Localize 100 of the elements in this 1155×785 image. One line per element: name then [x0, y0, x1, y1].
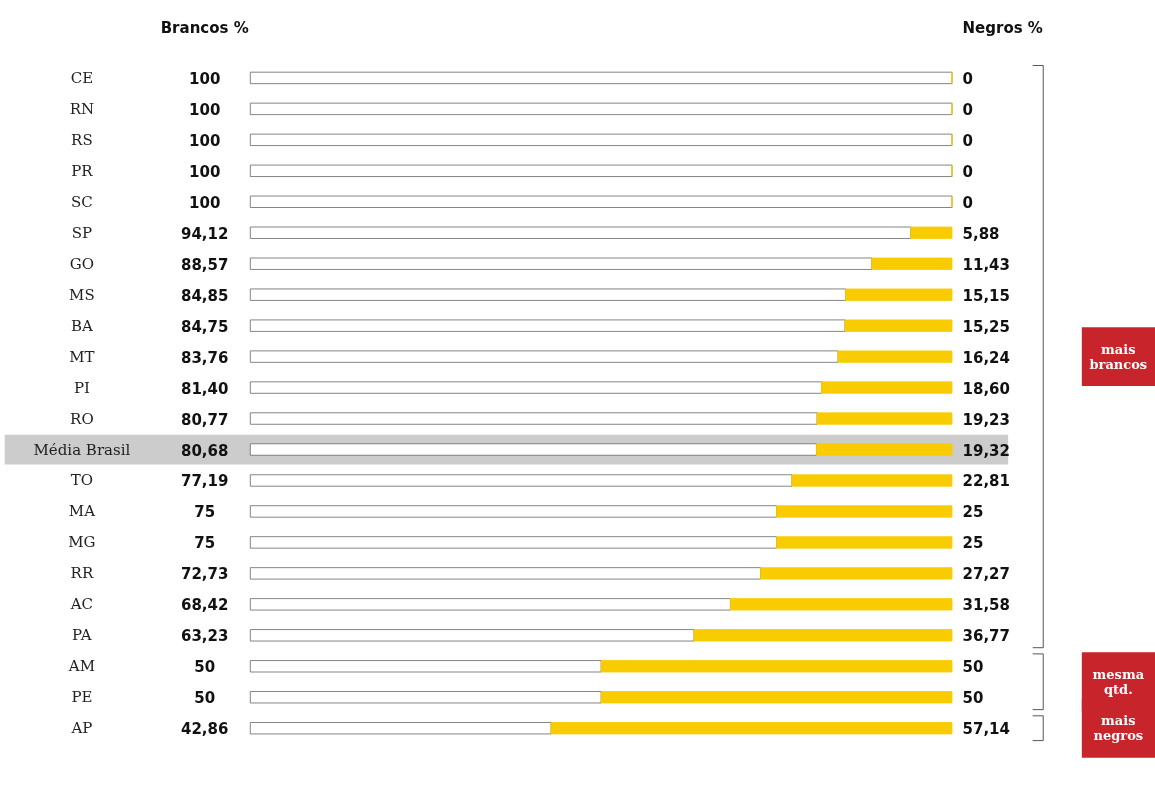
y-tick-label: AM	[67, 657, 95, 676]
bar	[249, 381, 822, 394]
data-label: 88,57	[180, 255, 229, 274]
y-tick-label: AC	[69, 595, 94, 614]
data-label: 80,68	[180, 441, 229, 460]
data-label: 19,23	[962, 410, 1010, 429]
bar	[249, 598, 731, 611]
data-label: 50	[962, 658, 984, 677]
bar	[871, 257, 953, 270]
data-label: 27,27	[962, 565, 1010, 584]
data-label: 68,42	[180, 596, 229, 615]
bar	[249, 133, 953, 146]
data-label: 18,60	[962, 379, 1010, 398]
y-tick-label: RN	[69, 99, 95, 118]
data-label: 100	[189, 162, 221, 181]
data-label: 42,86	[180, 720, 229, 739]
bar	[249, 164, 953, 177]
y-tick-label: MT	[69, 347, 95, 366]
bar	[249, 319, 846, 332]
text: mais brancos	[1089, 341, 1148, 372]
y-tick-label: MS	[69, 285, 95, 304]
bar	[837, 350, 953, 363]
data-label: 100	[189, 69, 221, 88]
y-tick-label: BA	[70, 316, 93, 335]
bar	[249, 536, 777, 549]
data-label: 80,77	[180, 410, 229, 429]
bar	[249, 350, 839, 363]
bar	[249, 567, 762, 580]
y-tick-label: CE	[70, 68, 94, 87]
bar	[249, 660, 602, 673]
data-label: 0	[962, 131, 973, 150]
bar	[600, 660, 953, 673]
bar	[550, 722, 953, 735]
y-tick-label: PI	[73, 378, 90, 397]
bar	[249, 691, 602, 704]
y-tick-label: RO	[70, 409, 94, 428]
y-tick-label: TO	[70, 471, 94, 490]
data-label: 63,23	[180, 627, 229, 646]
data-label: 0	[962, 100, 973, 119]
y-tick-label: PE	[71, 688, 93, 707]
data-label: 19,32	[962, 441, 1010, 460]
data-label: 84,85	[180, 286, 229, 305]
bar	[249, 257, 873, 270]
data-label: 100	[189, 100, 221, 119]
data-label: 16,24	[962, 348, 1010, 367]
data-label: 50	[962, 689, 984, 708]
bar	[776, 536, 953, 549]
bar	[249, 443, 817, 456]
bar	[249, 226, 912, 239]
bar	[730, 598, 953, 611]
data-label: 36,77	[962, 627, 1010, 646]
y-tick-label: SC	[71, 192, 93, 211]
data-label: 77,19	[180, 472, 229, 491]
bar	[249, 629, 695, 642]
data-label: 94,12	[180, 224, 229, 243]
bar	[249, 71, 953, 85]
text: mais negros	[1093, 713, 1144, 744]
bar	[249, 412, 818, 425]
bar	[249, 195, 953, 208]
data-label: 0	[962, 69, 973, 88]
bar	[791, 474, 953, 487]
data-label: 72,73	[180, 565, 229, 584]
bar	[760, 567, 953, 580]
data-label: 15,15	[962, 286, 1010, 305]
bar	[249, 288, 847, 301]
bar	[816, 443, 953, 456]
data-label: 5,88	[962, 224, 1000, 243]
data-label: 50	[194, 658, 216, 677]
data-label: 75	[194, 503, 216, 522]
bar	[249, 505, 777, 518]
y-tick-label: RS	[71, 130, 93, 149]
y-tick-label: PA	[72, 626, 92, 645]
data-label: 0	[962, 193, 973, 212]
bar	[249, 722, 552, 735]
data-label: 11,43	[962, 255, 1010, 274]
data-label: 75	[194, 534, 216, 553]
bar	[600, 691, 953, 704]
data-label: 25	[962, 503, 984, 522]
bar	[693, 629, 953, 642]
bar	[249, 102, 953, 116]
bar	[776, 505, 953, 518]
bar	[816, 412, 953, 425]
data-label: 83,76	[180, 348, 229, 367]
y-tick-label: AP	[70, 719, 93, 738]
data-label: 81,40	[180, 379, 229, 398]
data-label: 15,25	[962, 317, 1010, 336]
y-tick-label: MG	[68, 533, 96, 552]
data-label: 22,81	[962, 472, 1010, 491]
data-label: 50	[194, 689, 216, 708]
data-label: 100	[189, 193, 221, 212]
y-tick-label: GO	[69, 254, 95, 273]
text: Brancos %	[160, 19, 249, 38]
y-tick-label: SP	[71, 223, 93, 242]
text: Negros %	[962, 19, 1043, 38]
data-label: 0	[962, 162, 973, 181]
bar	[821, 381, 953, 394]
bar	[845, 288, 953, 301]
data-label: 31,58	[962, 596, 1010, 615]
data-label: 25	[962, 534, 984, 553]
text: mesma qtd.	[1092, 666, 1145, 697]
